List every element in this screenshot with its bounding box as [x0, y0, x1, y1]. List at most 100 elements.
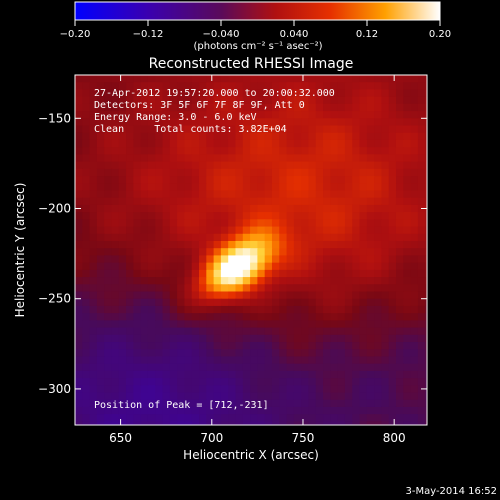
heatmap-cell — [264, 96, 273, 105]
heatmap-cell — [89, 233, 98, 242]
heatmap-cell — [206, 219, 215, 228]
colorbar-ticks: −0.20 −0.12 −0.040 0.040 0.12 0.20 — [60, 20, 451, 40]
heatmap-cell — [359, 154, 368, 163]
heatmap-cell — [199, 334, 207, 343]
heatmap-cell — [191, 262, 200, 271]
heatmap-cell — [126, 334, 134, 343]
heatmap-cell — [147, 154, 156, 163]
heatmap-cell — [395, 363, 404, 372]
heatmap-cell — [425, 262, 427, 271]
heatmap-cell — [330, 132, 339, 141]
heatmap-cell — [199, 363, 207, 372]
heatmap-cell — [118, 320, 127, 329]
heatmap-cell — [169, 212, 178, 220]
heatmap-cell — [286, 284, 295, 293]
heatmap-cell — [89, 82, 98, 91]
heatmap-cell — [330, 298, 339, 307]
heatmap-cell — [104, 406, 113, 415]
heatmap-cell — [199, 277, 207, 285]
heatmap-cell — [89, 385, 98, 394]
heatmap-cell — [323, 298, 331, 307]
heatmap-cell — [308, 248, 317, 257]
heatmap-cell — [301, 277, 310, 285]
heatmap-cell — [271, 269, 280, 278]
heatmap-cell — [337, 240, 346, 249]
heatmap-cell — [235, 363, 244, 372]
heatmap-cell — [344, 161, 353, 170]
heatmap-cell — [89, 269, 98, 278]
heatmap-cell — [271, 204, 280, 213]
heatmap-cell — [199, 197, 207, 206]
heatmap-cell — [75, 255, 83, 264]
heatmap-cell — [352, 103, 361, 112]
heatmap-cell — [410, 176, 419, 184]
heatmap-cell — [425, 298, 427, 307]
heatmap-cell — [381, 421, 390, 425]
heatmap-cell — [374, 82, 383, 91]
heatmap-cell — [191, 111, 200, 119]
heatmap-cell — [286, 139, 295, 148]
heatmap-cell — [395, 334, 404, 343]
heatmap-cell — [89, 399, 98, 408]
heatmap-cell — [279, 219, 288, 228]
heatmap-cell — [395, 305, 404, 314]
heatmap-cell — [344, 204, 353, 213]
heatmap-cell — [344, 219, 353, 228]
heatmap-cell — [104, 96, 113, 105]
heatmap-cell — [228, 284, 237, 293]
heatmap-cell — [250, 89, 258, 98]
heatmap-cell — [388, 284, 397, 293]
heatmap-cell — [96, 226, 105, 235]
heatmap-cell — [213, 320, 222, 329]
heatmap-cell — [330, 118, 339, 127]
heatmap-cell — [250, 392, 258, 401]
heatmap-cell — [140, 370, 149, 379]
heatmap-cell — [257, 190, 266, 199]
heatmap-cell — [111, 212, 120, 220]
heatmap-cell — [344, 262, 353, 271]
heatmap-cell — [323, 370, 331, 379]
heatmap-cell — [395, 212, 404, 220]
heatmap-cell — [126, 284, 134, 293]
heatmap-cell — [228, 363, 237, 372]
heatmap-cell — [162, 378, 171, 386]
heatmap-cell — [75, 233, 83, 242]
heatmap-cell — [213, 197, 222, 206]
heatmap-cell — [104, 132, 113, 141]
heatmap-cell — [301, 291, 310, 300]
heatmap-cell — [301, 385, 310, 394]
heatmap-cell — [330, 190, 339, 199]
heatmap-cell — [301, 219, 310, 228]
heatmap-cell — [337, 125, 346, 134]
heatmap-cell — [395, 154, 404, 163]
heatmap-cell — [352, 298, 361, 307]
heatmap-cell — [177, 414, 186, 422]
heatmap-cell — [184, 363, 193, 372]
heatmap-cell — [359, 190, 368, 199]
heatmap-cell — [352, 89, 361, 98]
heatmap-cell — [359, 291, 368, 300]
heatmap-cell — [257, 233, 266, 242]
heatmap-cell — [126, 399, 134, 408]
heatmap-cell — [417, 298, 426, 307]
heatmap-cell — [388, 342, 397, 350]
heatmap-cell — [155, 277, 164, 285]
heatmap-cell — [235, 197, 244, 206]
heatmap-cell — [279, 327, 288, 336]
heatmap-cell — [126, 298, 134, 307]
heatmap-cell — [228, 392, 237, 401]
heatmap-cell — [228, 183, 237, 192]
heatmap-cell — [126, 233, 134, 242]
heatmap-cell — [410, 334, 419, 343]
heatmap-cell — [308, 154, 317, 163]
heatmap-cell — [410, 392, 419, 401]
heatmap-cell — [242, 176, 251, 184]
heatmap-cell — [359, 75, 368, 83]
heatmap-cell — [133, 139, 142, 148]
heatmap-cell — [293, 291, 302, 300]
heatmap-cell — [140, 89, 149, 98]
heatmap-cell — [133, 385, 142, 394]
heatmap-cell — [75, 212, 83, 220]
heatmap-cell — [308, 125, 317, 134]
heatmap-cell — [264, 132, 273, 141]
